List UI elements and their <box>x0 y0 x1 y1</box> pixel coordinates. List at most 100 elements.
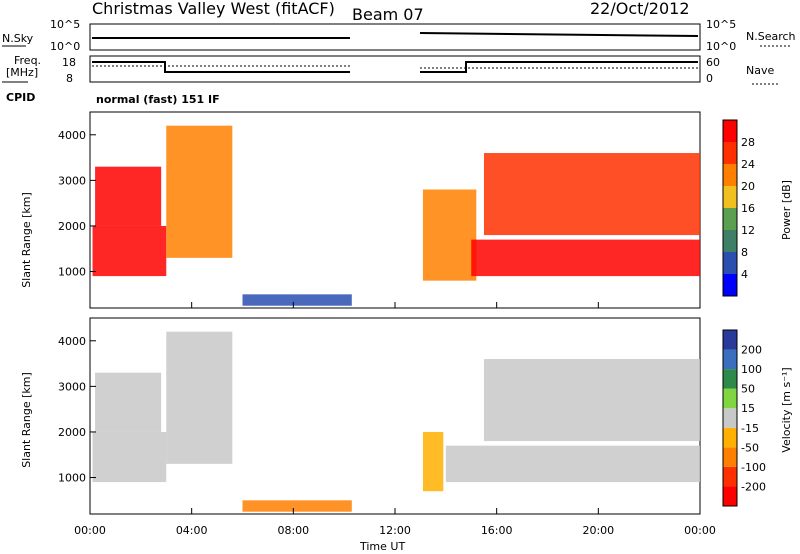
power-yticks: 4000 3000 2000 1000 <box>58 129 96 279</box>
data-region <box>445 445 700 483</box>
sky-right-tick-bottom: 10^0 <box>706 40 736 53</box>
colorbar-tick-label: 28 <box>741 136 755 149</box>
time-axis-ticks: 00:00 04:00 08:00 12:00 16:00 20:00 00:00 <box>74 302 716 537</box>
colorbar-tick-label: 20 <box>741 180 755 193</box>
y-tick-label: 4000 <box>58 335 86 348</box>
velocity-colorbar: 200 100 50 15 -15 -50 -100 -200 <box>722 329 766 507</box>
power-colorbar-label: Power [dB] <box>780 180 793 240</box>
colorbar-swatch <box>723 369 737 389</box>
y-tick-label: 3000 <box>58 174 86 187</box>
colorbar-tick-label: 8 <box>741 246 748 259</box>
colorbar-swatch <box>723 274 737 296</box>
colorbar-tick-label: 50 <box>741 383 755 396</box>
power-regions <box>92 125 700 306</box>
sky-right-label: N.Search <box>746 30 796 43</box>
colorbar-tick-label: 12 <box>741 224 755 237</box>
x-tick-label: 12:00 <box>379 524 411 537</box>
velocity-ylabel: Slant Range [km] <box>20 372 33 468</box>
x-tick-label: 16:00 <box>481 524 513 537</box>
y-tick-label: 2000 <box>58 426 86 439</box>
date-label: 22/Oct/2012 <box>590 0 690 18</box>
freq-label-2: [MHz] <box>6 66 38 79</box>
velocity-regions <box>92 331 700 512</box>
colorbar-swatch <box>723 252 737 274</box>
colorbar-tick-label: 15 <box>741 402 755 415</box>
colorbar-tick-label: 200 <box>741 344 762 357</box>
power-ylabel: Slant Range [km] <box>20 192 33 288</box>
power-panel: 4000 3000 2000 1000 Slant Range [km] 28 24 20… <box>20 111 793 309</box>
colorbar-tick-label: 4 <box>741 268 748 281</box>
colorbar-swatch <box>723 164 737 186</box>
colorbar-swatch <box>723 208 737 230</box>
colorbar-tick-label: -50 <box>741 441 759 454</box>
colorbar-swatch <box>723 142 737 164</box>
colorbar-swatch <box>723 447 737 467</box>
data-region <box>166 331 233 464</box>
data-region <box>95 166 162 226</box>
data-region <box>483 153 700 236</box>
data-region <box>471 239 700 277</box>
freq-tick-top: 18 <box>62 56 76 69</box>
velocity-yticks: 4000 3000 2000 1000 <box>58 335 96 485</box>
nave-trace <box>92 65 698 69</box>
x-tick-label: 00:00 <box>684 524 716 537</box>
x-tick-label: 20:00 <box>582 524 614 537</box>
sky-panel-frame <box>89 23 701 51</box>
beam-label: Beam 07 <box>352 5 424 24</box>
data-region <box>483 359 700 442</box>
y-tick-label: 1000 <box>58 266 86 279</box>
sky-left-label: N.Sky <box>2 32 34 45</box>
colorbar-tick-label: -200 <box>741 480 766 493</box>
freq-trace <box>92 61 698 73</box>
y-tick-label: 1000 <box>58 472 86 485</box>
data-region <box>92 431 167 483</box>
y-tick-label: 3000 <box>58 380 86 393</box>
freq-panel-frame <box>89 55 701 83</box>
power-colorbar: 28 24 20 16 12 8 4 <box>722 119 755 297</box>
nave-tick-bottom: 0 <box>706 72 713 85</box>
data-region <box>92 225 167 277</box>
data-region <box>166 125 233 258</box>
sky-left-tick-top: 10^5 <box>50 18 80 31</box>
nave-tick-top: 60 <box>706 56 720 69</box>
colorbar-tick-label: 100 <box>741 363 762 376</box>
data-region <box>95 372 162 432</box>
sky-right-tick-top: 10^5 <box>706 18 736 31</box>
data-region <box>242 500 352 512</box>
cpid-mode: normal (fast) 151 IF <box>96 93 220 106</box>
y-tick-label: 2000 <box>58 220 86 233</box>
colorbar-frame <box>722 329 738 507</box>
sky-trace <box>92 32 699 39</box>
colorbar-tick-label: -100 <box>741 461 766 474</box>
colorbar-tick-label: 24 <box>741 158 755 171</box>
x-tick-label: 04:00 <box>176 524 208 537</box>
y-tick-label: 4000 <box>58 129 86 142</box>
freq-tick-bottom: 8 <box>66 72 73 85</box>
colorbar-swatch <box>723 230 737 252</box>
freq-label-1: Freq. <box>14 54 41 67</box>
colorbar-swatch <box>723 466 737 487</box>
colorbar-swatch <box>723 427 737 448</box>
data-region <box>422 189 477 281</box>
site-title: Christmas Valley West (fitACF) <box>92 0 335 18</box>
colorbar-frame <box>722 119 738 297</box>
velocity-panel: 4000 3000 2000 1000 Slant Range [km] 200 100… <box>20 317 793 515</box>
velocity-colorbar-label: Velocity [m s⁻¹] <box>780 367 793 452</box>
colorbar-swatch <box>723 349 737 370</box>
nave-label: Nave <box>746 64 774 77</box>
x-tick-label: 00:00 <box>74 524 106 537</box>
cpid-label: CPID <box>6 91 35 104</box>
data-region <box>242 294 352 306</box>
colorbar-swatch <box>723 388 737 409</box>
colorbar-swatch <box>723 486 737 506</box>
time-axis-label: Time UT <box>359 540 405 553</box>
x-tick-label: 08:00 <box>277 524 309 537</box>
colorbar-swatch <box>723 408 737 428</box>
colorbar-swatch <box>723 120 737 142</box>
colorbar-tick-label: 16 <box>741 202 755 215</box>
colorbar-tick-label: -15 <box>741 422 759 435</box>
colorbar-swatch <box>723 186 737 208</box>
colorbar-swatch <box>723 330 737 350</box>
sky-left-tick-bottom: 10^0 <box>50 40 80 53</box>
